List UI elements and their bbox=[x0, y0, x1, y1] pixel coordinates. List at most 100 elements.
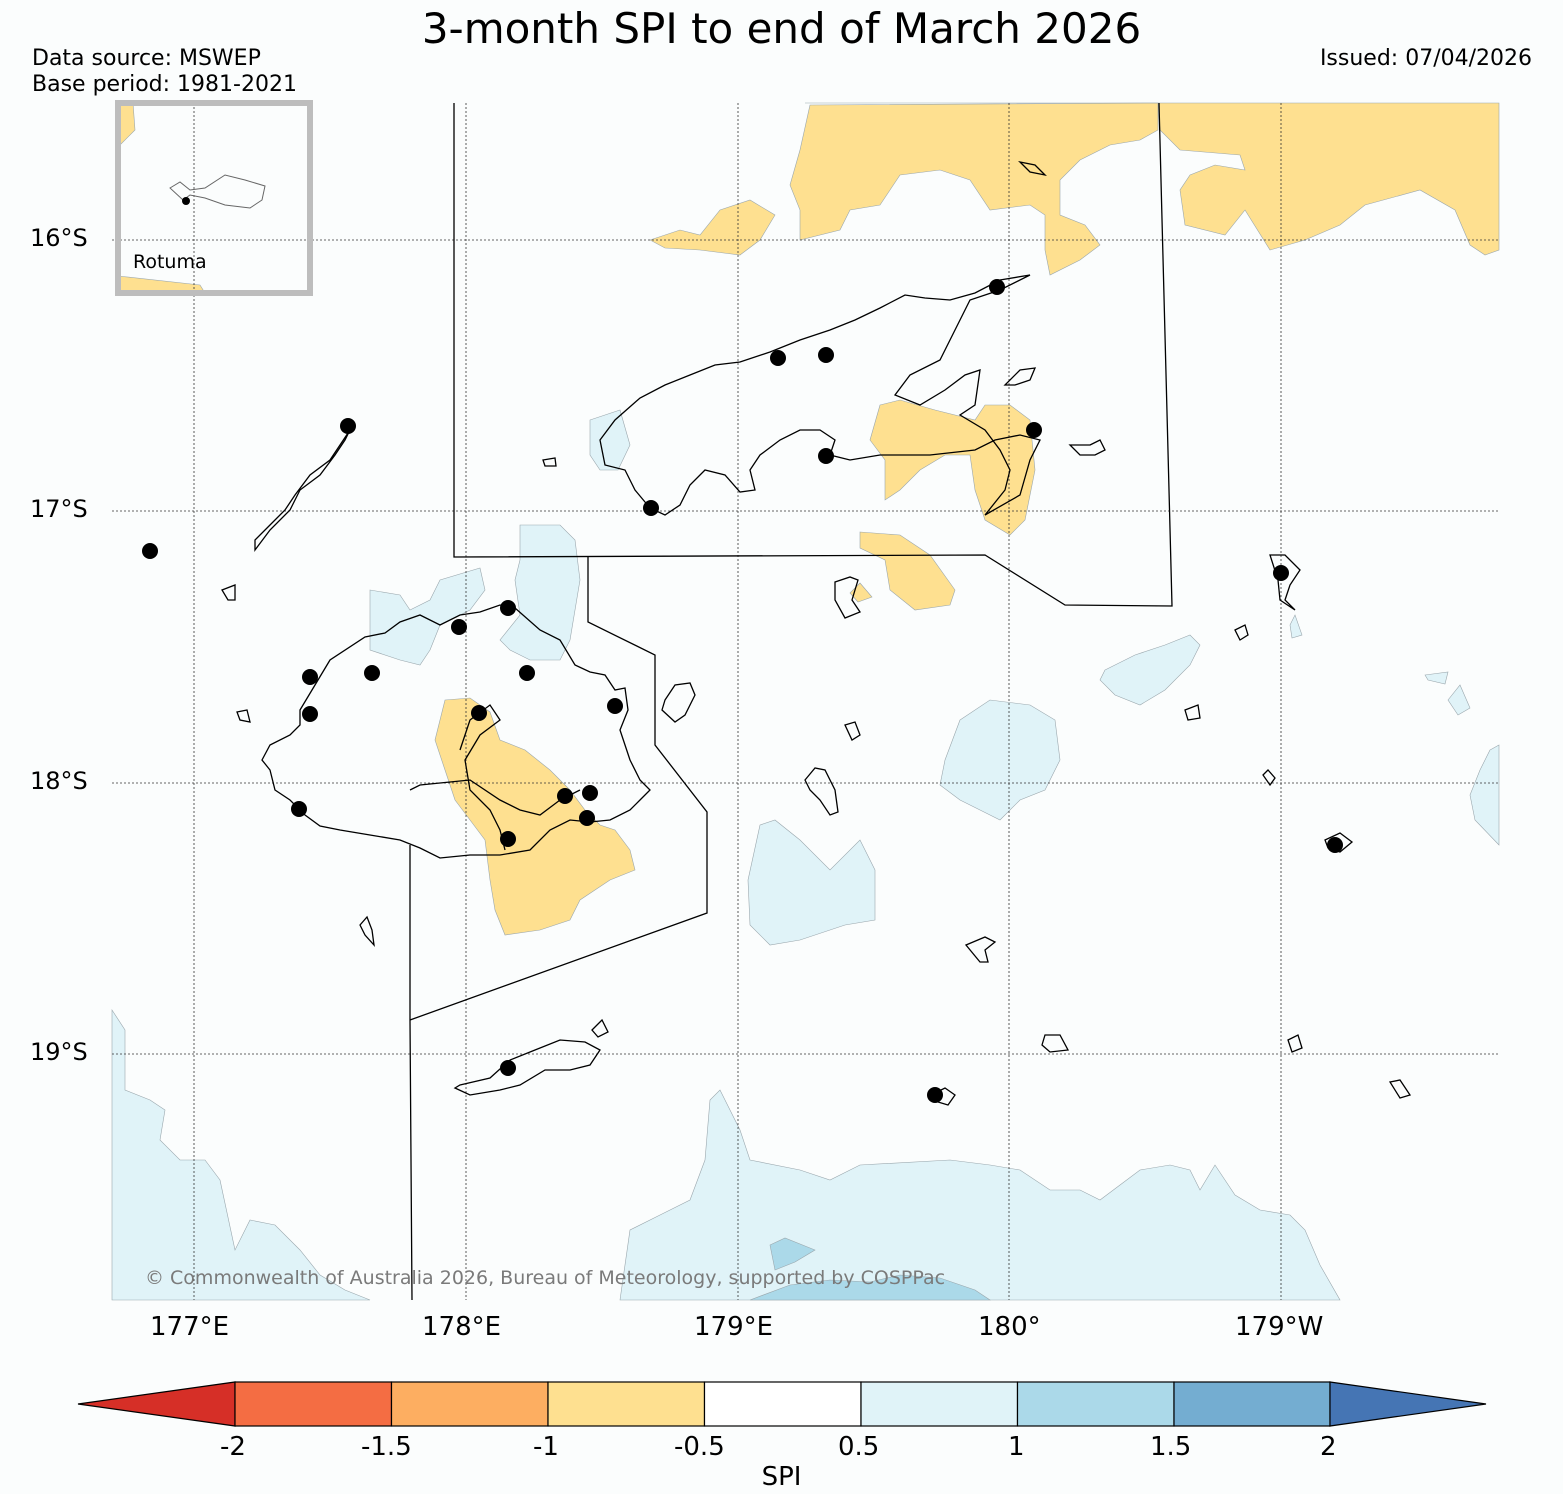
dry-area-central bbox=[859, 531, 956, 611]
station-dot bbox=[364, 665, 380, 681]
ovalau-coast bbox=[661, 682, 696, 723]
wet-area-south-strong bbox=[769, 1237, 816, 1271]
station-dot bbox=[557, 788, 573, 804]
wet-area-east-small-2 bbox=[1447, 684, 1471, 716]
map-title: 3-month SPI to end of March 2026 bbox=[421, 4, 1142, 53]
colorbar-tick-label: 1.5 bbox=[1150, 1432, 1192, 1462]
dry-area-north bbox=[805, 102, 1500, 256]
colorbar-segment bbox=[1016, 1381, 1175, 1427]
station-dot bbox=[582, 785, 598, 801]
stations bbox=[142, 279, 1343, 1103]
koro-coast bbox=[834, 576, 861, 619]
dry-area-north-2 bbox=[789, 102, 1159, 276]
lon-label: 179°E bbox=[694, 1312, 774, 1342]
nairai-coast bbox=[844, 721, 861, 741]
lat-label: 19°S bbox=[30, 1038, 88, 1066]
kadavu-coast bbox=[453, 1039, 601, 1096]
lon-label: 177°E bbox=[150, 1312, 230, 1342]
wet-area-southwest bbox=[111, 1008, 371, 1301]
wet-area-far-east bbox=[1469, 744, 1500, 846]
colorbar-extend-low bbox=[77, 1381, 236, 1427]
vatulele-coast bbox=[236, 709, 251, 723]
division-boundaries bbox=[409, 102, 1173, 1301]
colorbar bbox=[77, 1381, 1487, 1427]
wet-area-north-viti bbox=[369, 567, 486, 666]
station-dot bbox=[471, 705, 487, 721]
wet-area-east-2 bbox=[939, 699, 1061, 821]
qamea-coast bbox=[1003, 367, 1037, 386]
copyright-text: © Commonwealth of Australia 2026, Bureau… bbox=[145, 1267, 946, 1289]
lon-label: 180° bbox=[978, 1312, 1041, 1342]
station-dot bbox=[607, 698, 623, 714]
data-source-info: Data source: MSWEP Base period: 1981-202… bbox=[32, 46, 297, 98]
station-dot bbox=[989, 279, 1005, 295]
wet-area-vanua-levu-west bbox=[589, 409, 631, 471]
southwest-islet bbox=[359, 915, 375, 947]
station-dot bbox=[1273, 565, 1289, 581]
graticule bbox=[112, 103, 1499, 1300]
vanua-levu-coast bbox=[599, 274, 1041, 516]
rotuma-island bbox=[169, 174, 266, 209]
lat-label: 17°S bbox=[30, 495, 88, 523]
beqa-coast bbox=[591, 1018, 609, 1038]
station-dot bbox=[818, 448, 834, 464]
colorbar-tick-label: 1 bbox=[1008, 1432, 1025, 1462]
dry-area-viti-levu bbox=[434, 697, 636, 936]
gau-coast bbox=[804, 767, 839, 816]
rotuma-inset bbox=[115, 100, 313, 296]
dry-area-north-3 bbox=[649, 199, 776, 256]
station-dot bbox=[818, 347, 834, 363]
colorbar-tick-label: -1.5 bbox=[361, 1432, 412, 1462]
station-dot bbox=[519, 665, 535, 681]
colorbar-title: SPI bbox=[761, 1462, 802, 1492]
wet-area-south-central bbox=[747, 819, 876, 946]
data-source-text: Data source: MSWEP bbox=[32, 46, 261, 71]
colorbar-segment bbox=[860, 1381, 1019, 1427]
wet-area-south-strong-2 bbox=[749, 1274, 991, 1301]
station-dot bbox=[142, 543, 158, 559]
station-dot bbox=[291, 801, 307, 817]
station-dot bbox=[1026, 422, 1042, 438]
dry-area-vanua-levu bbox=[869, 399, 1036, 536]
lon-label: 179°W bbox=[1235, 1312, 1324, 1342]
naitauba-coast bbox=[1262, 769, 1276, 787]
station-dot bbox=[500, 831, 516, 847]
wet-area-north-viti-2 bbox=[499, 524, 581, 661]
colorbar-tick-label: 2 bbox=[1320, 1432, 1337, 1462]
yasawa-coast bbox=[254, 429, 351, 552]
colorbar-segment bbox=[234, 1381, 393, 1427]
lau-small-2 bbox=[1234, 624, 1249, 641]
station-dot bbox=[1327, 837, 1343, 853]
kabara-coast bbox=[1018, 160, 1047, 177]
lakeba-coast bbox=[1041, 1034, 1070, 1053]
station-dot bbox=[579, 810, 595, 826]
vanua-balavu-coast bbox=[1269, 554, 1301, 611]
lau-small-5 bbox=[1287, 1034, 1303, 1053]
taveuni-coast bbox=[1068, 439, 1106, 456]
colorbar-extend-high bbox=[1329, 1381, 1487, 1427]
base-period-text: Base period: 1981-2021 bbox=[32, 72, 297, 97]
inset-label: Rotuma bbox=[133, 251, 207, 273]
colorbar-tick-label: -0.5 bbox=[674, 1432, 725, 1462]
wet-area-east-small-3 bbox=[1289, 614, 1303, 639]
colorbar-segment bbox=[1173, 1381, 1331, 1427]
map-area bbox=[112, 103, 1499, 1300]
colorbar-tick-label: 0.5 bbox=[838, 1432, 880, 1462]
lau-small-4 bbox=[1388, 1079, 1412, 1099]
station-dot bbox=[451, 619, 467, 635]
station-dot bbox=[500, 1060, 516, 1076]
colorbar-segment bbox=[390, 1381, 549, 1427]
lon-label: 178°E bbox=[422, 1312, 502, 1342]
lat-label: 18°S bbox=[30, 767, 88, 795]
station-dot bbox=[770, 350, 786, 366]
station-dot bbox=[302, 706, 318, 722]
station-dot bbox=[340, 418, 356, 434]
colorbar-tick-label: -1 bbox=[533, 1432, 559, 1462]
colorbar-segment bbox=[703, 1381, 862, 1427]
station-dot bbox=[302, 669, 318, 685]
lat-label: 16°S bbox=[30, 224, 88, 252]
station-dot bbox=[500, 600, 516, 616]
colorbar-tick-label: -2 bbox=[220, 1432, 246, 1462]
lau-small-1 bbox=[1184, 704, 1201, 721]
